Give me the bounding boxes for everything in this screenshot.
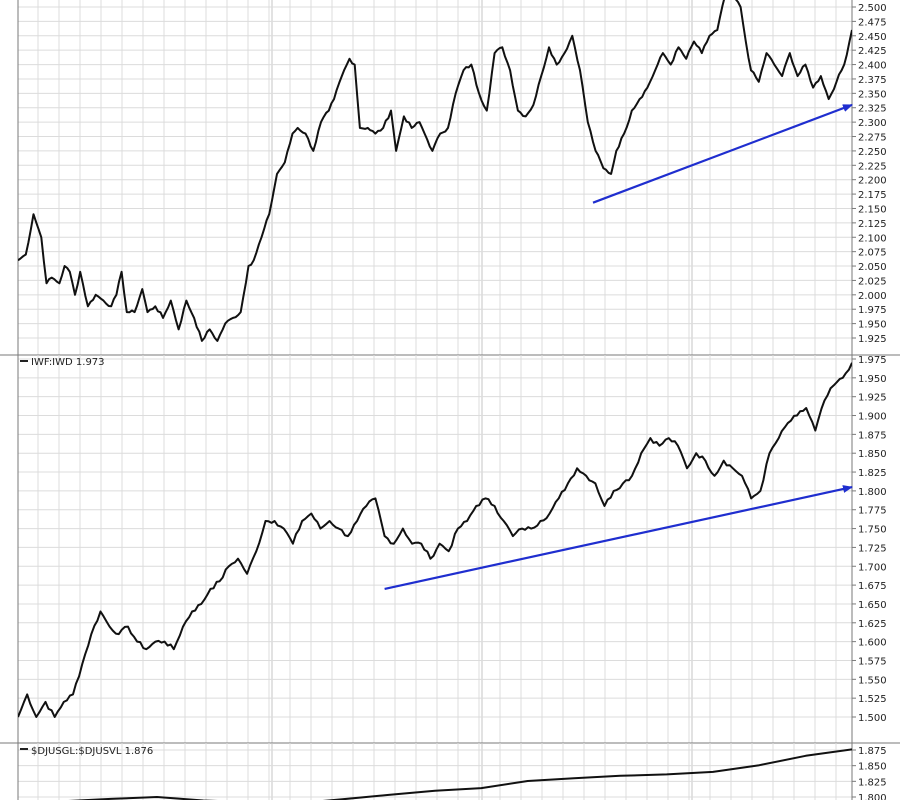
vertical-grid — [37, 355, 837, 743]
y-tick-label: 1.750 — [858, 525, 887, 536]
y-tick-label: 2.450 — [858, 32, 887, 43]
y-tick-label: 1.800 — [858, 487, 887, 498]
y-tick-label: 1.975 — [858, 355, 887, 366]
y-tick-label: 1.525 — [858, 694, 887, 705]
y-tick-label: 1.700 — [858, 562, 887, 573]
panel-middle: 1.975 1.950 1.925 1.900 1.875 1.850 1.825 1.800… — [0, 355, 900, 744]
trend-arrow — [384, 485, 853, 590]
y-tick-label: 2.075 — [858, 248, 887, 259]
y-tick-label: 1.825 — [858, 468, 887, 479]
y-tick-label: 1.925 — [858, 334, 887, 345]
y-tick-label: 2.000 — [858, 291, 887, 302]
y-tick-label: 1.725 — [858, 543, 887, 554]
y-tick-label: 1.500 — [858, 713, 887, 724]
y-tick-label: 1.975 — [858, 305, 887, 316]
y-tick-label: 2.025 — [858, 276, 887, 287]
y-tick-label: 2.400 — [858, 61, 887, 72]
y-tick-label: 1.575 — [858, 656, 887, 667]
y-tick-label: 1.550 — [858, 675, 887, 686]
y-tick-label: 1.875 — [858, 430, 887, 441]
y-tick-label: 1.850 — [858, 449, 887, 460]
trend-arrow — [592, 103, 853, 204]
y-tick-label: 1.875 — [858, 746, 887, 757]
y-tick-label: 2.125 — [858, 219, 887, 230]
y-tick-label: 1.900 — [858, 412, 887, 423]
y-tick-label: 2.425 — [858, 46, 887, 57]
price-line — [68, 748, 852, 800]
y-tick-label: 2.200 — [858, 176, 887, 187]
y-tick-label: 1.850 — [858, 762, 887, 773]
y-tick-label: 2.325 — [858, 104, 887, 115]
y-axis-labels: 1.875 1.850 1.825 1.800 — [852, 746, 887, 800]
y-tick-label: 2.150 — [858, 204, 887, 215]
panel-title-iwf-iwd: IWF:IWD 1.973 — [31, 357, 105, 368]
y-tick-label: 2.375 — [858, 75, 887, 86]
price-line — [18, 362, 852, 718]
y-tick-label: 2.350 — [858, 89, 887, 100]
y-tick-label: 2.500 — [858, 3, 887, 14]
y-tick-label: 1.825 — [858, 777, 887, 788]
y-axis-labels: 1.975 1.950 1.925 1.900 1.875 1.850 1.825 1.800… — [852, 355, 887, 724]
y-tick-label: 2.250 — [858, 147, 887, 158]
panel-title-djusgl-djusvl: $DJUSGL:$DJUSVL 1.876 — [31, 746, 153, 757]
y-tick-label: 2.275 — [858, 133, 887, 144]
horizontal-grid — [18, 6, 852, 339]
y-tick-label: 1.650 — [858, 600, 887, 611]
panel-bottom: 1.875 1.850 1.825 1.800 $DJUSGL:$DJUSVL 1.87… — [17, 743, 887, 800]
y-tick-label: 2.050 — [858, 262, 887, 273]
y-tick-label: 2.225 — [858, 161, 887, 172]
y-tick-label: 2.300 — [858, 118, 887, 129]
y-tick-label: 2.475 — [858, 17, 887, 28]
y-axis-labels: 2.500 2.475 2.450 2.425 2.400 2.375 2.350 2.325… — [852, 3, 887, 345]
y-tick-label: 1.950 — [858, 320, 887, 331]
panel-top: 2.500 2.475 2.450 2.425 2.400 2.375 2.350 2.325… — [0, 0, 900, 356]
y-tick-label: 2.100 — [858, 233, 887, 244]
vertical-grid — [37, 0, 837, 355]
y-tick-label: 1.775 — [858, 506, 887, 517]
vertical-grid — [37, 743, 837, 800]
y-tick-label: 1.925 — [858, 393, 887, 404]
y-tick-label: 1.600 — [858, 638, 887, 649]
y-tick-label: 1.800 — [858, 793, 887, 800]
y-tick-label: 1.950 — [858, 374, 887, 385]
y-tick-label: 1.625 — [858, 619, 887, 630]
price-line — [18, 0, 852, 342]
y-tick-label: 2.175 — [858, 190, 887, 201]
y-tick-label: 1.675 — [858, 581, 887, 592]
